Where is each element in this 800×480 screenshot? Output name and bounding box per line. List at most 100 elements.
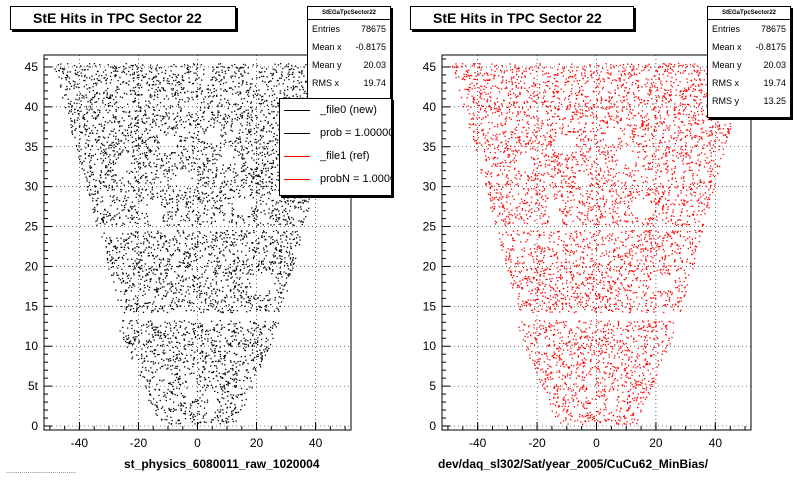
scatter-point — [183, 320, 186, 322]
scatter-point — [96, 70, 99, 72]
scatter-point — [154, 141, 156, 143]
scatter-point — [224, 391, 226, 393]
scatter-point — [275, 276, 277, 278]
scatter-point — [250, 180, 253, 182]
scatter-point — [155, 289, 157, 291]
scatter-point — [225, 90, 227, 92]
scatter-point — [157, 177, 159, 179]
scatter-point — [202, 128, 204, 130]
scatter-point — [244, 286, 247, 288]
scatter-point — [211, 371, 214, 374]
scatter-point — [241, 84, 243, 86]
scatter-point — [235, 378, 237, 380]
scatter-point — [147, 360, 149, 362]
scatter-point — [225, 368, 227, 370]
scatter-point — [204, 247, 207, 249]
scatter-point — [106, 251, 108, 253]
scatter-point — [94, 209, 96, 211]
scatter-point — [155, 268, 157, 271]
scatter-point — [137, 115, 139, 117]
scatter-point — [247, 72, 249, 74]
scatter-point — [215, 324, 218, 326]
scatter-point — [219, 212, 221, 214]
scatter-point — [167, 291, 169, 293]
scatter-point — [283, 198, 285, 200]
scatter-point — [275, 218, 277, 221]
scatter-point — [190, 124, 192, 126]
scatter-point — [241, 215, 243, 217]
scatter-point — [280, 77, 282, 79]
scatter-point — [213, 352, 215, 354]
scatter-point — [261, 260, 263, 262]
scatter-point — [277, 308, 279, 311]
scatter-point — [232, 309, 235, 312]
scatter-point — [177, 404, 180, 406]
scatter-point — [193, 63, 195, 65]
scatter-point — [240, 92, 242, 94]
scatter-point — [114, 145, 117, 148]
scatter-point — [178, 377, 180, 379]
scatter-point — [189, 264, 191, 266]
scatter-point — [115, 66, 117, 68]
scatter-point — [118, 125, 121, 128]
scatter-point — [263, 210, 265, 212]
scatter-point — [289, 274, 291, 276]
scatter-point — [170, 423, 173, 425]
scatter-point — [244, 376, 246, 378]
scatter-point — [176, 365, 179, 367]
scatter-point — [206, 159, 208, 161]
scatter-point — [210, 79, 212, 81]
scatter-point — [243, 98, 245, 100]
scatter-point — [100, 157, 102, 160]
scatter-point — [242, 67, 244, 69]
scatter-point — [245, 254, 247, 256]
scatter-point — [197, 183, 200, 185]
scatter-point — [131, 344, 134, 346]
scatter-point — [282, 218, 285, 221]
scatter-point — [211, 100, 214, 102]
scatter-point — [173, 320, 176, 322]
scatter-point — [273, 224, 275, 226]
scatter-point — [123, 71, 126, 74]
scatter-point — [201, 325, 203, 328]
scatter-point — [219, 121, 221, 124]
scatter-point — [128, 337, 130, 339]
scatter-point — [111, 200, 114, 202]
scatter-point — [165, 290, 167, 292]
scatter-point — [126, 299, 128, 301]
scatter-point — [234, 370, 237, 373]
scatter-point — [230, 124, 232, 126]
scatter-point — [174, 393, 176, 396]
scatter-point — [214, 350, 216, 352]
scatter-point — [174, 127, 176, 129]
scatter-point — [256, 148, 258, 150]
scatter-point — [87, 144, 89, 146]
scatter-point — [271, 200, 273, 202]
scatter-point — [202, 366, 204, 368]
scatter-point — [127, 140, 129, 142]
scatter-point — [237, 138, 239, 140]
scatter-point — [231, 120, 233, 122]
scatter-point — [278, 249, 281, 251]
scatter-point — [197, 150, 200, 152]
scatter-point — [236, 67, 239, 69]
scatter-point — [163, 395, 165, 397]
scatter-point — [242, 186, 244, 188]
scatter-point — [84, 74, 86, 76]
scatter-point — [125, 253, 127, 255]
scatter-point — [91, 130, 93, 132]
scatter-point — [106, 77, 108, 80]
scatter-point — [167, 82, 169, 84]
scatter-point — [229, 382, 231, 385]
scatter-point — [206, 401, 209, 403]
scatter-point — [104, 104, 107, 106]
scatter-point — [97, 203, 99, 205]
scatter-point — [253, 217, 256, 219]
scatter-point — [271, 149, 273, 152]
scatter-point — [153, 98, 155, 101]
scatter-point — [239, 276, 241, 279]
scatter-point — [128, 182, 130, 184]
scatter-point — [218, 401, 221, 403]
scatter-point — [78, 158, 81, 160]
scatter-point — [185, 266, 187, 268]
